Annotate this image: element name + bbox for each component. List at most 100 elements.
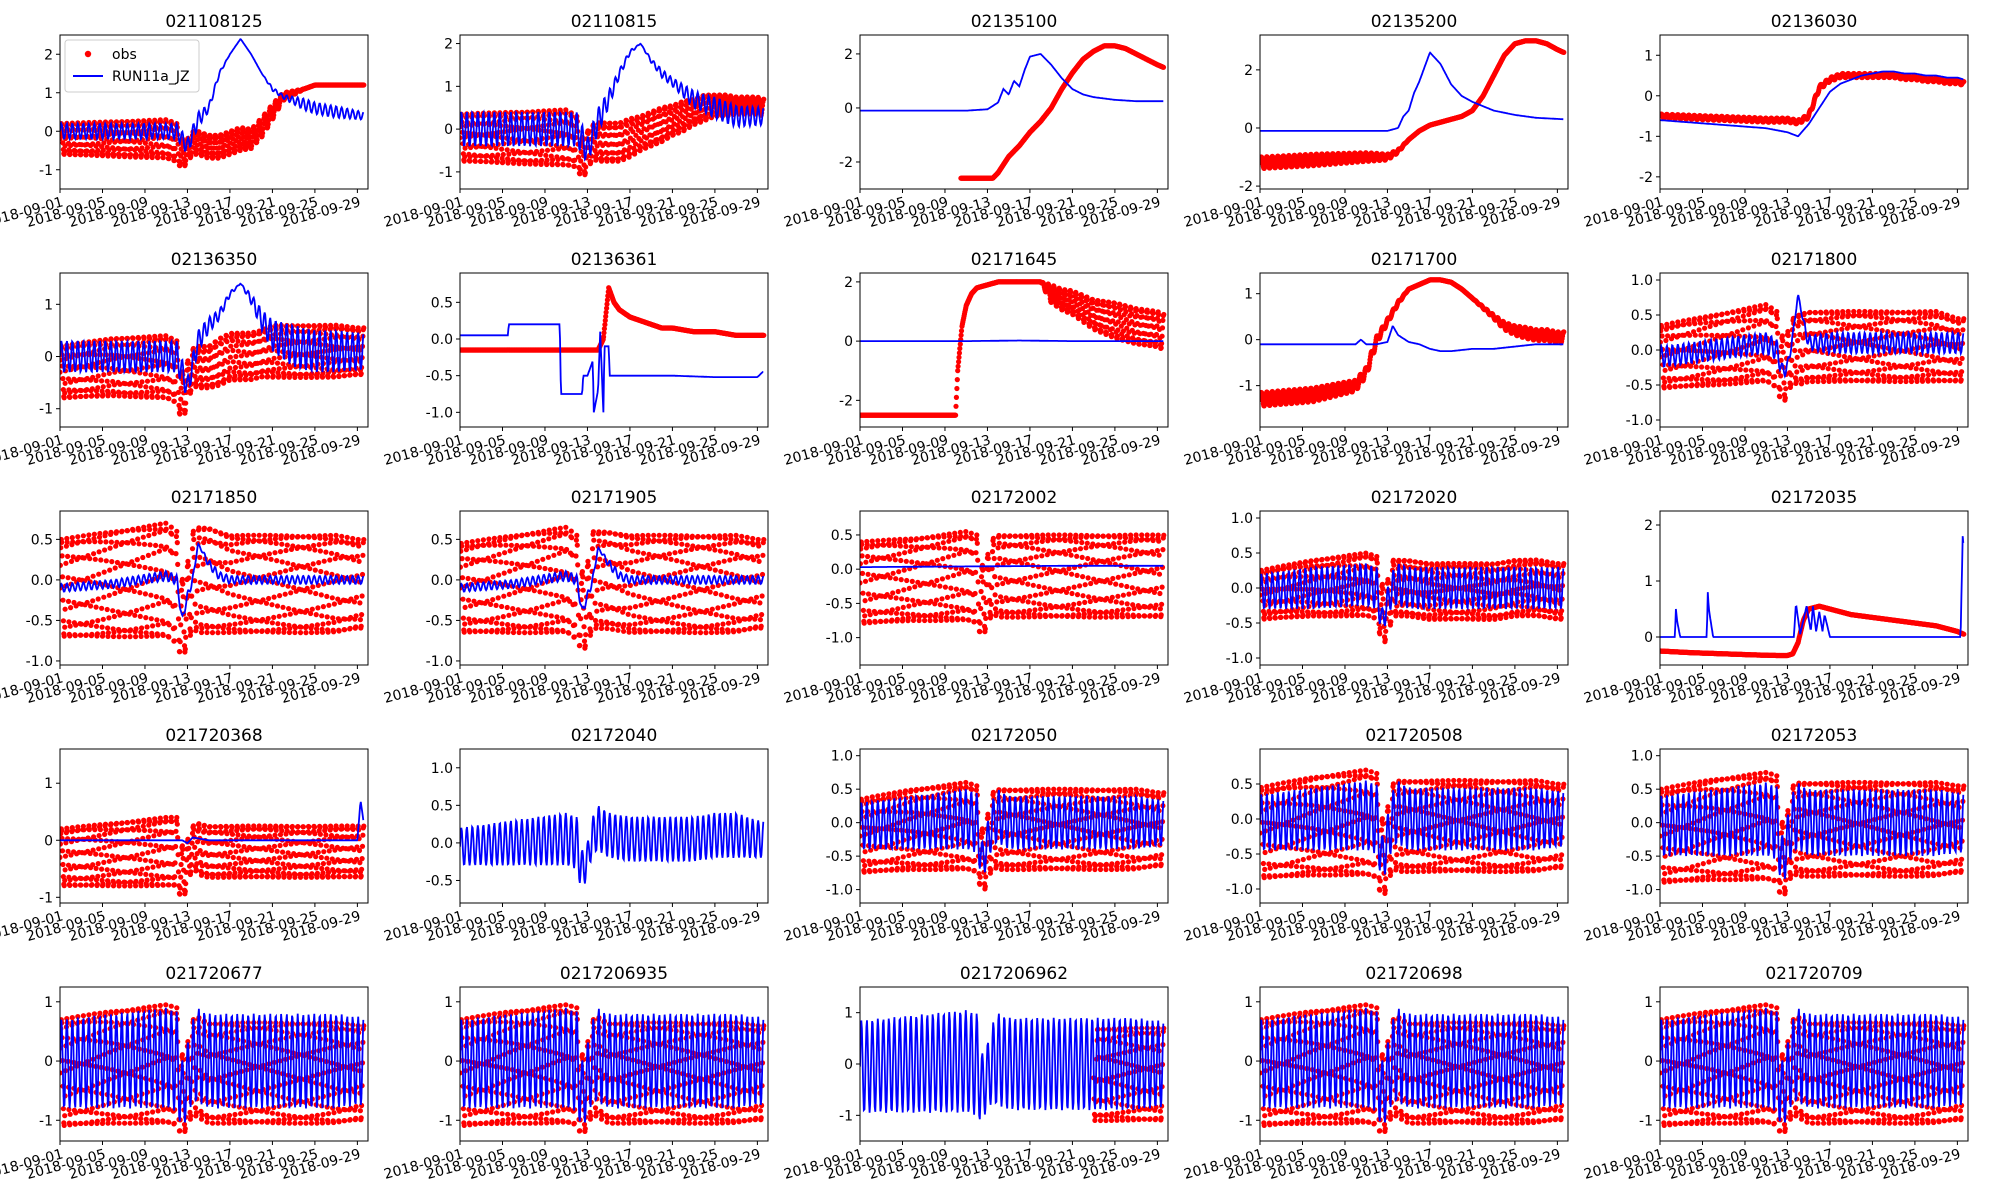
panel-title: 02136350 (171, 250, 258, 270)
y-tick-label: 2 (444, 37, 453, 53)
obs-point (484, 153, 490, 159)
obs-point (223, 333, 230, 339)
obs-point (219, 361, 225, 367)
obs-point (147, 119, 153, 125)
obs-point (739, 98, 746, 104)
obs-point (550, 157, 556, 163)
obs-point (116, 152, 123, 158)
legend-obs-label: obs (112, 47, 137, 63)
plot-area (460, 42, 767, 178)
y-tick-label: -1.0 (426, 405, 453, 421)
obs-point (353, 371, 359, 377)
obs-point (662, 106, 668, 112)
obs-point (668, 105, 674, 111)
obs-point (186, 366, 192, 372)
obs-point (139, 389, 145, 395)
obs-point (78, 393, 84, 400)
obs-point (669, 117, 675, 123)
obs-point (178, 396, 184, 402)
obs-series (958, 43, 1167, 181)
obs-point (148, 372, 154, 378)
obs-point (193, 382, 199, 389)
y-tick-label: 1 (1644, 48, 1653, 64)
obs-point (577, 166, 583, 172)
obs-point (178, 385, 184, 391)
obs-point (648, 143, 654, 149)
obs-point (577, 171, 583, 177)
obs-point (619, 132, 625, 138)
obs-point (133, 151, 139, 158)
obs-point (251, 332, 257, 338)
obs-point (506, 151, 512, 157)
obs-point (105, 152, 111, 158)
obs-point (93, 377, 99, 384)
obs-point (298, 371, 304, 378)
model-line (460, 323, 764, 413)
obs-point (601, 326, 608, 332)
obs-point (575, 154, 582, 160)
obs-point (67, 389, 73, 395)
obs-point (230, 347, 236, 354)
obs-point (607, 120, 613, 126)
obs-point (604, 301, 610, 307)
obs-point (61, 395, 67, 401)
obs-point (130, 335, 136, 341)
obs-point (336, 373, 342, 380)
obs-point (227, 145, 233, 152)
obs-point (282, 365, 288, 371)
obs-point (136, 335, 142, 341)
obs-point (182, 161, 188, 167)
obs-point (62, 380, 68, 386)
obs-point (601, 120, 608, 126)
obs-point (599, 156, 605, 163)
obs-point (60, 376, 66, 382)
obs-point (210, 150, 216, 156)
obs-point (538, 161, 544, 167)
obs-point (127, 390, 134, 396)
obs-point (89, 152, 95, 158)
obs-point (72, 394, 78, 400)
obs-point (602, 322, 608, 328)
obs-point (155, 151, 161, 157)
obs-point (133, 394, 139, 400)
obs-point (150, 389, 156, 395)
obs-point (473, 153, 479, 159)
obs-point (207, 343, 213, 349)
obs-point (233, 353, 239, 360)
obs-point (317, 324, 323, 330)
plot-area (860, 43, 1167, 181)
plot-area (60, 38, 367, 169)
panel-02135100: 02135100-2022018-09-012018-09-052018-09-… (782, 12, 1169, 231)
obs-point (761, 332, 767, 338)
obs-point (544, 147, 551, 153)
obs-series (60, 82, 367, 169)
obs-point (100, 384, 106, 390)
obs-point (646, 112, 652, 118)
axes-frame (459, 272, 769, 428)
obs-point (566, 156, 572, 162)
obs-point (83, 393, 89, 399)
obs-point (188, 388, 194, 394)
obs-point (84, 387, 90, 393)
obs-point (183, 157, 189, 164)
obs-point (172, 153, 178, 159)
obs-point (544, 157, 550, 163)
obs-point (138, 394, 144, 400)
obs-point (108, 336, 114, 342)
obs-point (133, 145, 140, 151)
obs-point (319, 374, 326, 380)
obs-point (95, 385, 101, 391)
obs-point (218, 135, 224, 141)
obs-point (142, 140, 148, 146)
obs-point (106, 147, 112, 153)
obs-point (543, 152, 549, 158)
y-tick-label: 0 (1644, 89, 1653, 105)
obs-point (638, 144, 644, 150)
obs-point (594, 151, 600, 157)
obs-point (221, 377, 227, 383)
obs-point (130, 119, 136, 125)
obs-point (500, 151, 506, 158)
obs-point (640, 118, 647, 124)
obs-point (605, 150, 611, 156)
